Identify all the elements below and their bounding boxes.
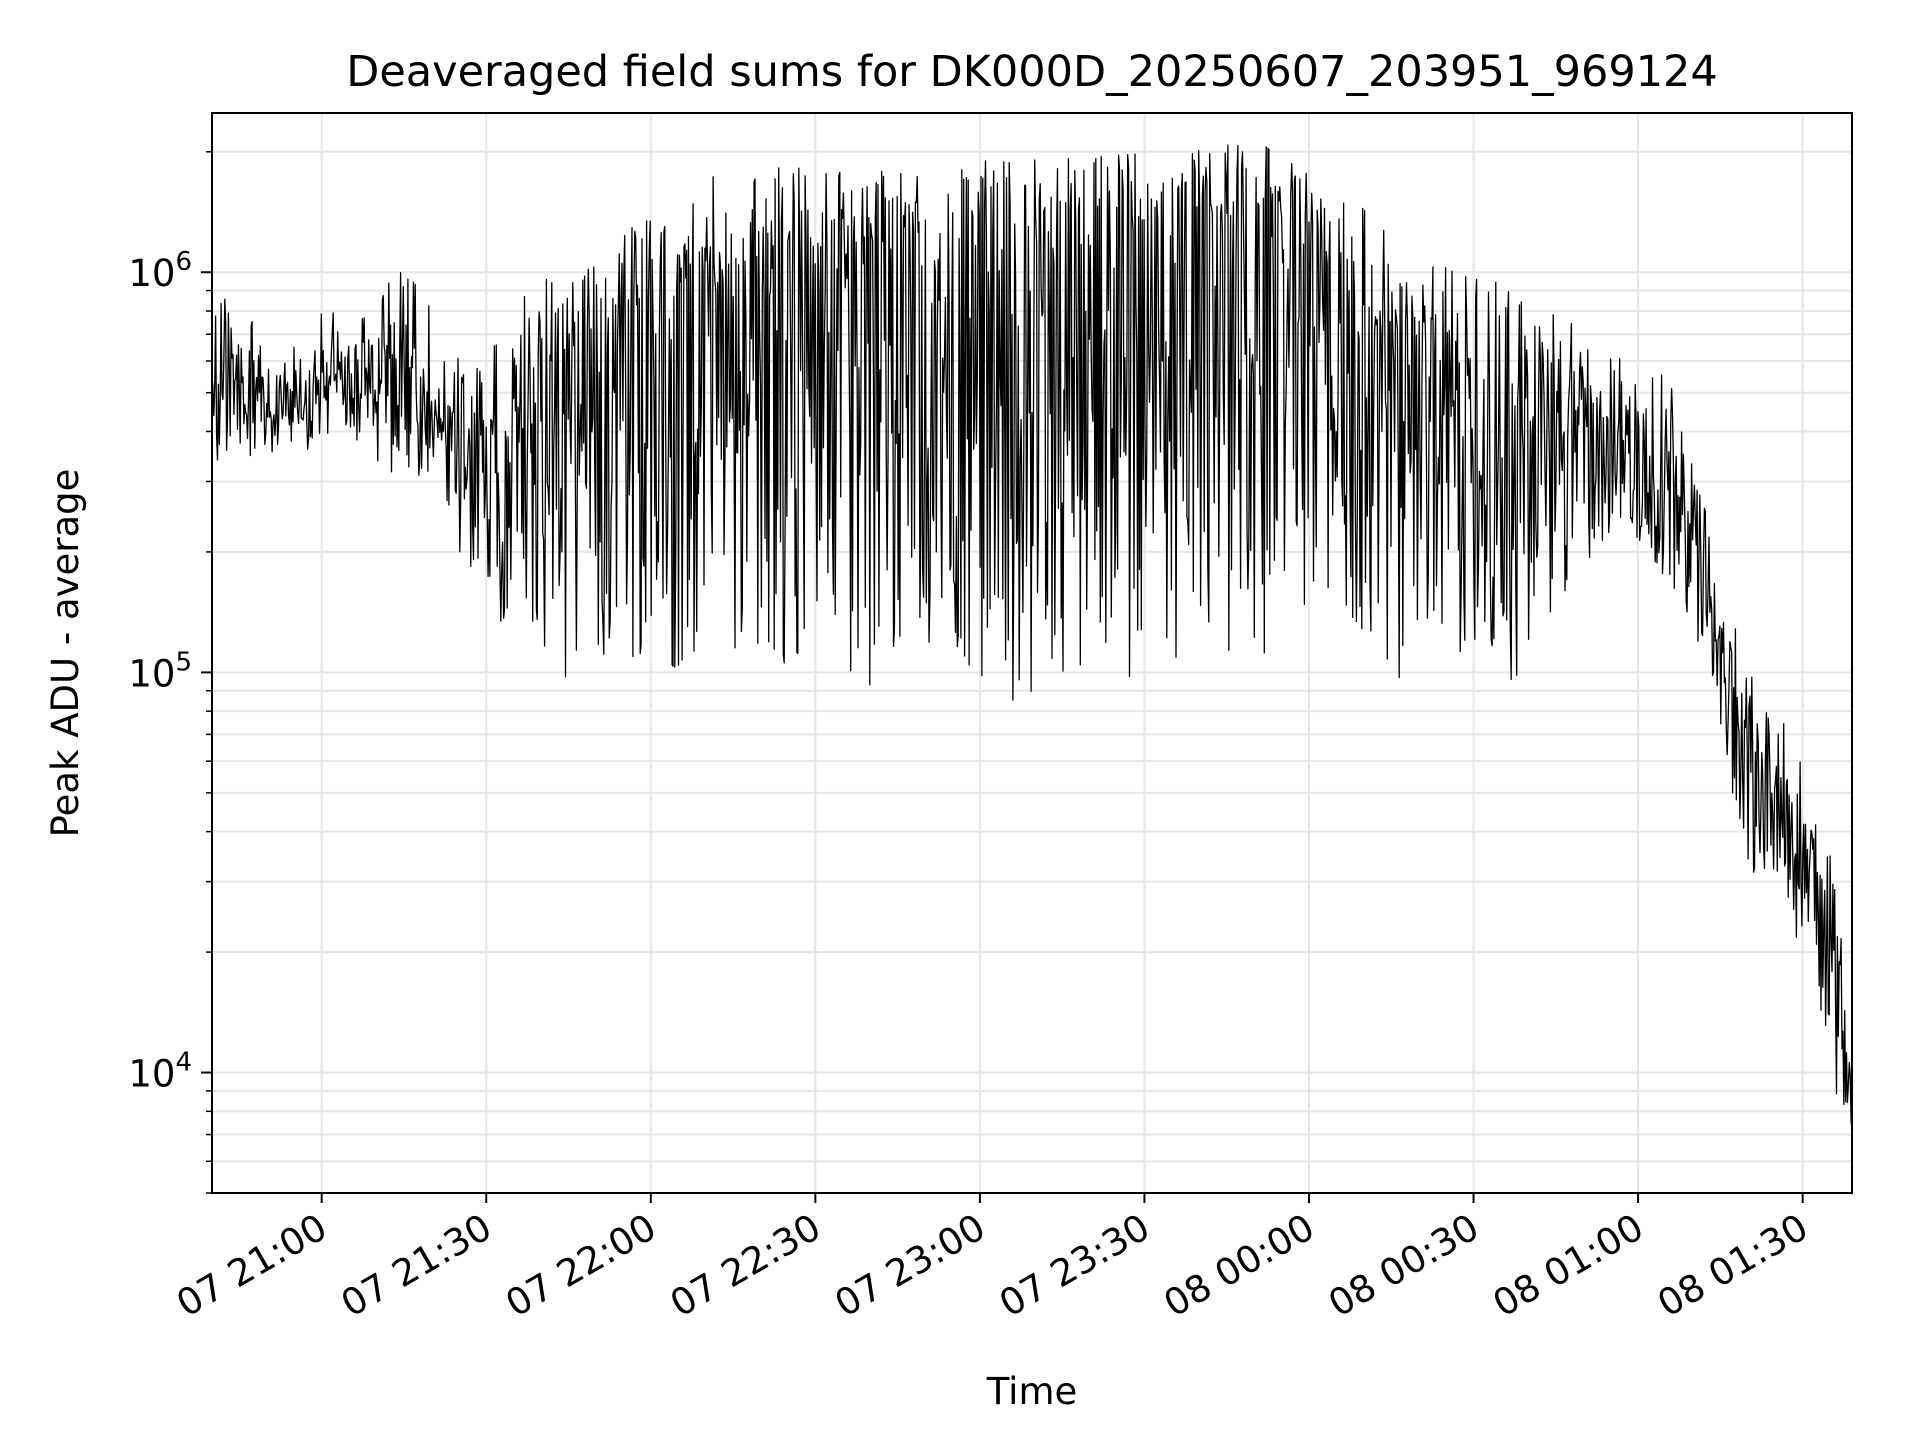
- x-axis: 07 21:00 07 21:30 07 22:00 07 22:30 07 23:00…: [169, 1193, 1815, 1326]
- y-axis: 104 105 106: [128, 151, 212, 1194]
- x-tick-label: 07 22:00: [498, 1206, 663, 1326]
- x-tick-label: 07 23:00: [828, 1206, 993, 1326]
- x-axis-label: Time: [986, 1370, 1078, 1413]
- chart-title: Deaveraged field sums for DK000D_2025060…: [346, 47, 1718, 97]
- x-tick-label: 07 22:30: [663, 1206, 828, 1326]
- x-tick-label: 08 00:30: [1321, 1206, 1486, 1326]
- plot-frame: [211, 112, 1853, 1194]
- x-tick-label: 08 00:00: [1157, 1206, 1322, 1326]
- x-tick-label: 08 01:00: [1486, 1206, 1651, 1326]
- x-tick-label: 08 01:30: [1650, 1206, 1815, 1326]
- x-tick-label: 07 21:00: [169, 1206, 334, 1326]
- x-tick-label: 07 23:30: [992, 1206, 1157, 1326]
- y-tick-label: 105: [128, 647, 192, 695]
- y-axis-label: Peak ADU - average: [44, 469, 87, 838]
- series-line: [211, 144, 1853, 1130]
- y-tick-label: 104: [128, 1048, 192, 1096]
- series-trace: [211, 144, 1853, 1130]
- x-tick-label: 07 21:30: [334, 1206, 499, 1326]
- y-tick-label: 106: [128, 247, 192, 295]
- grid: [212, 113, 1852, 1194]
